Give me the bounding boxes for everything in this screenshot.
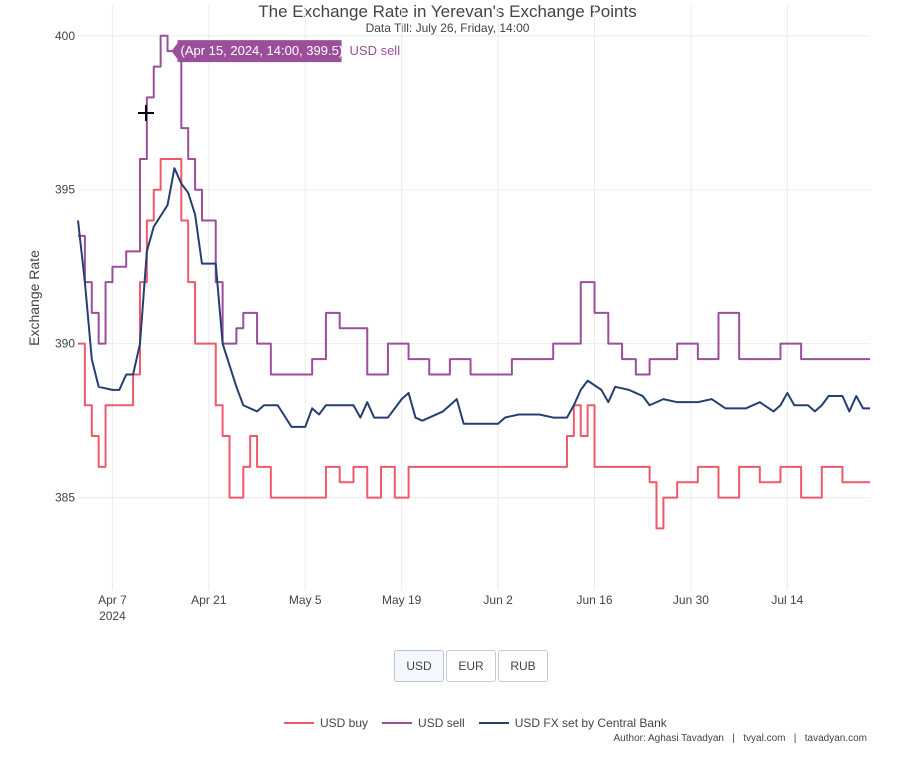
chart-subtitle: Data Till: July 26, Friday, 14:00 — [365, 21, 530, 35]
legend-label-usd-fx: USD FX set by Central Bank — [514, 716, 667, 730]
x-tick-label: May 19 — [382, 593, 422, 607]
chart-plot-area[interactable]: Apr 7 2024 Apr 21 May 5 May 19 Jun 2 Jun 16 Jun… — [0, 0, 900, 640]
legend-item-usd-buy[interactable]: USD buy — [284, 716, 368, 730]
y-tick-label: 385 — [55, 491, 75, 505]
x-tick-label: Apr 21 — [191, 593, 227, 607]
legend-swatch-usd-fx — [478, 722, 509, 724]
legend-item-usd-sell[interactable]: USD sell — [382, 716, 465, 730]
tooltip-box — [171, 40, 342, 63]
series-line-usd-buy — [78, 157, 870, 530]
legend: USD buy USD sell USD FX set by Central B… — [284, 716, 667, 730]
y-tick-label: 395 — [55, 183, 75, 197]
legend-swatch-usd-buy — [284, 722, 314, 724]
x-tick-label: May 5 — [289, 593, 322, 607]
crosshair-cursor-icon — [138, 105, 154, 121]
x-tick-label: Jul 14 — [771, 593, 803, 607]
rub-button[interactable]: RUB — [498, 650, 548, 682]
x-tick-label: Jun 30 — [673, 593, 709, 607]
currency-selector: USD EUR RUB — [394, 650, 548, 682]
eur-button[interactable]: EUR — [446, 650, 496, 682]
tooltip-value-text: (Apr 15, 2024, 14:00, 399.5) — [181, 43, 344, 58]
legend-item-usd-fx[interactable]: USD FX set by Central Bank — [478, 716, 667, 730]
y-axis-title: Exchange Rate — [26, 250, 42, 346]
y-tick-label: 390 — [55, 337, 75, 351]
legend-label-usd-sell: USD sell — [418, 716, 465, 730]
legend-label-usd-buy: USD buy — [320, 716, 369, 730]
legend-swatch-usd-sell — [382, 722, 413, 724]
hover-tooltip: (Apr 15, 2024, 14:00, 399.5) USD sell — [171, 40, 401, 63]
x-tick-label: Jun 2 — [483, 593, 513, 607]
author-credits: Author: Aghasi Tavadyan | tvyal.com | ta… — [613, 733, 867, 744]
series-line-usd-sell — [78, 34, 870, 376]
x-tick-label: Apr 7 — [98, 593, 127, 607]
chart-title: The Exchange Rate in Yerevan's Exchange … — [258, 2, 637, 21]
y-tick-label: 400 — [55, 29, 75, 43]
x-tick-year-label: 2024 — [99, 609, 126, 623]
usd-button[interactable]: USD — [394, 650, 444, 682]
x-tick-label: Jun 16 — [577, 593, 613, 607]
series-line-usd-fx-set-by-central-bank — [77, 167, 870, 428]
tooltip-series-label: USD sell — [350, 43, 401, 58]
